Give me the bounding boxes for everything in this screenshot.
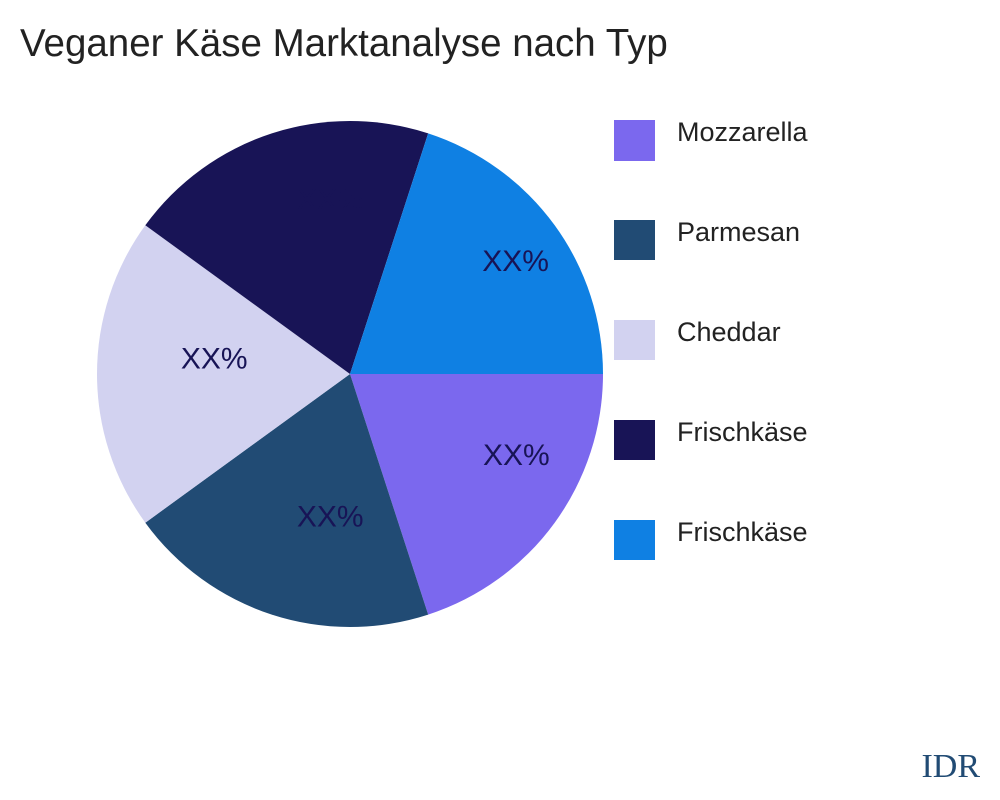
svg-text:XX%: XX% [482, 245, 549, 278]
svg-text:XX%: XX% [297, 501, 364, 534]
svg-text:XX%: XX% [483, 439, 550, 472]
svg-text:XX%: XX% [181, 343, 248, 376]
svg-text:XX%: XX% [297, 184, 364, 217]
